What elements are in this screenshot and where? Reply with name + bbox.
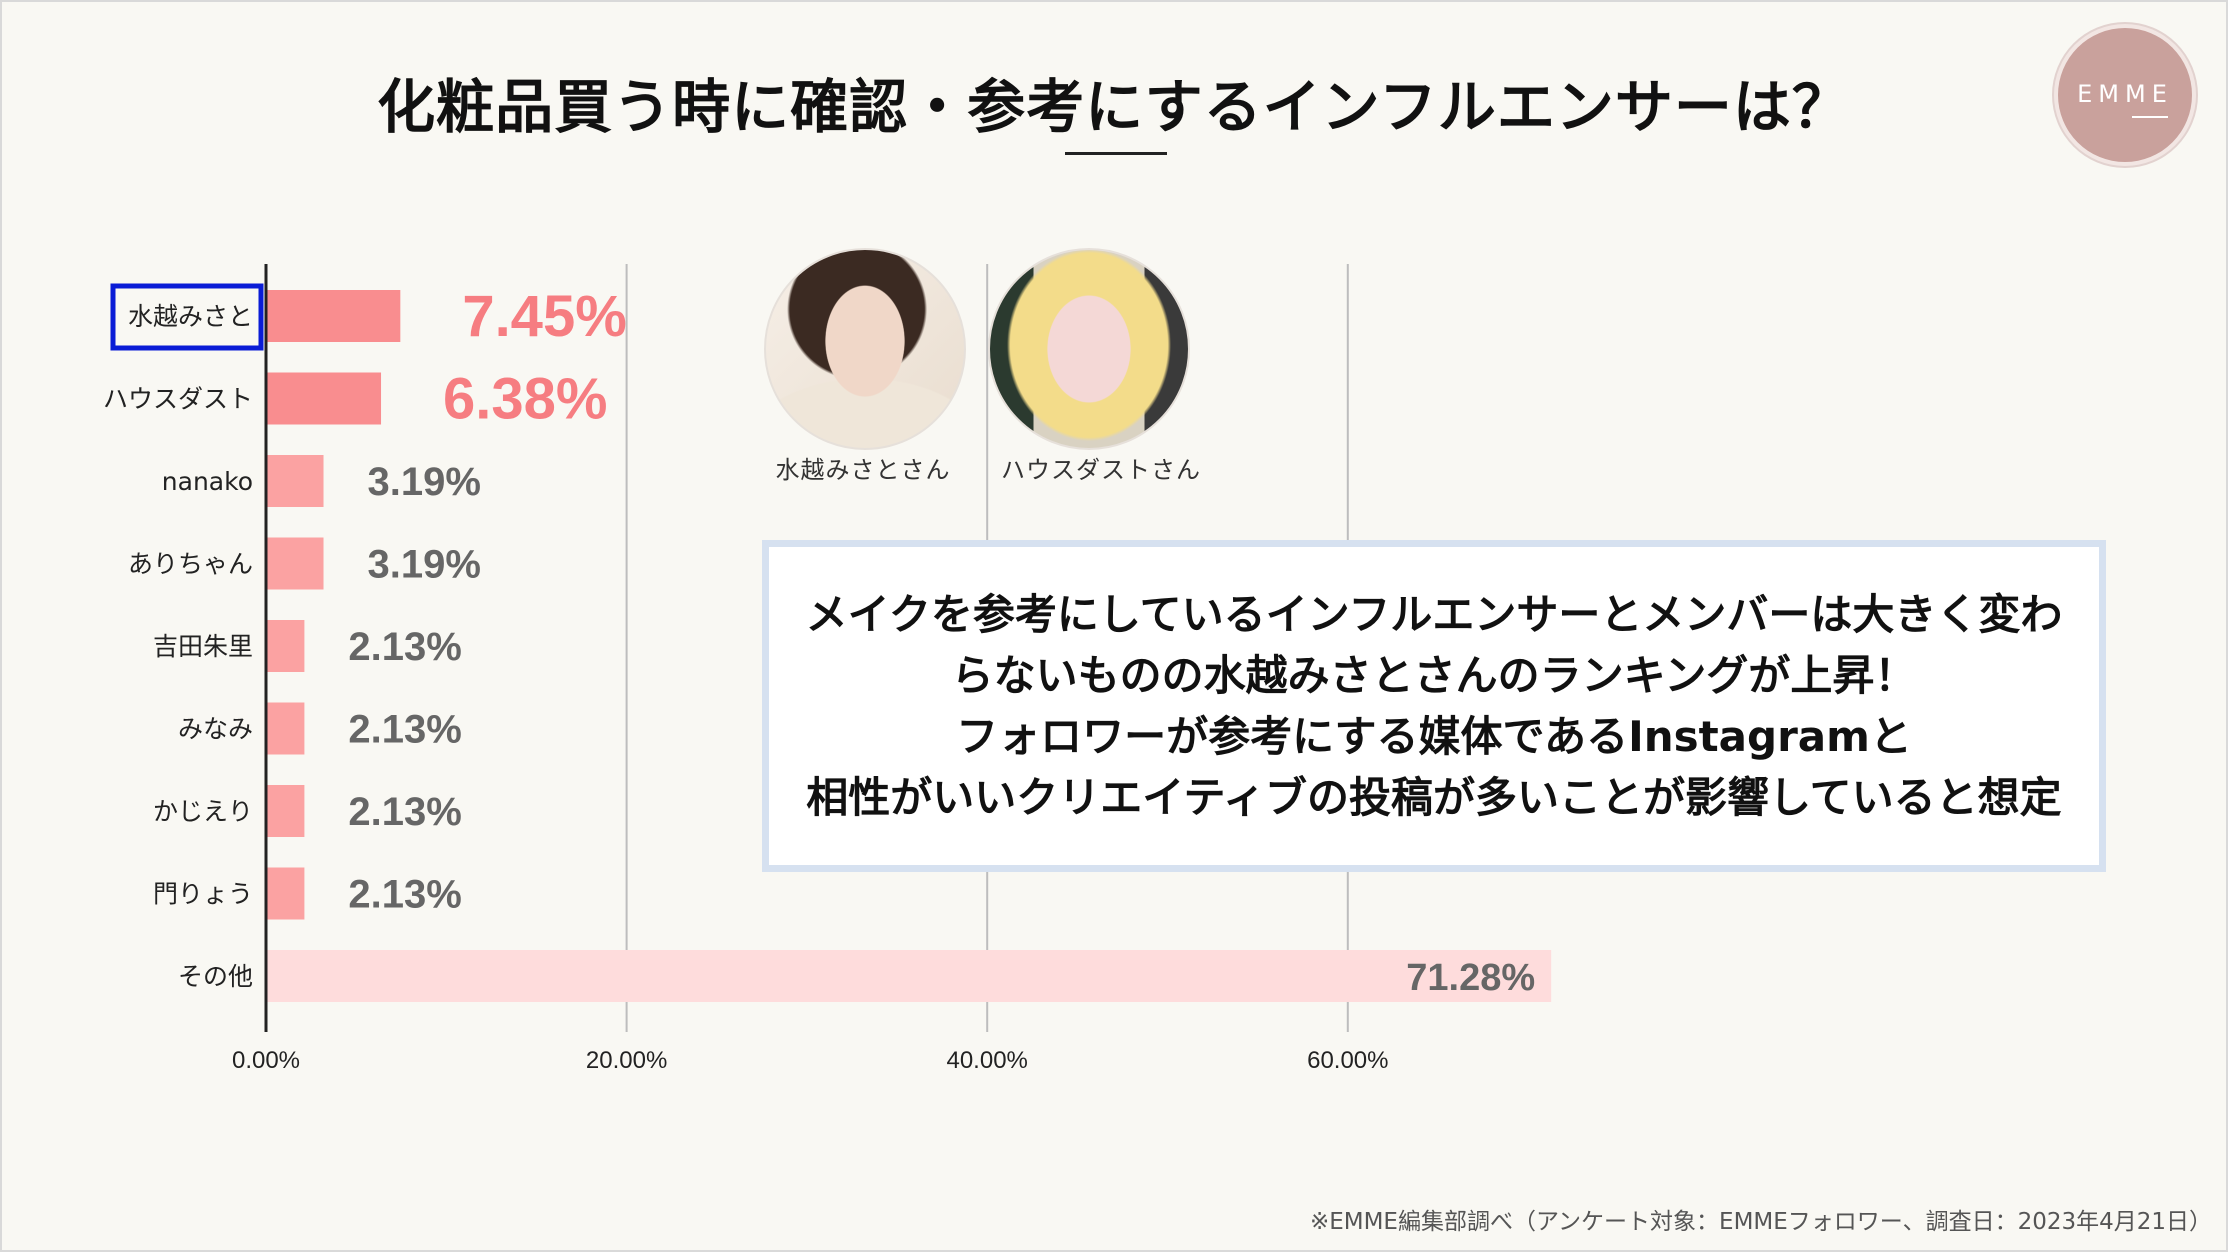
value-label: 7.45%	[462, 284, 626, 349]
category-label: 吉田朱里	[153, 632, 253, 661]
value-label: 6.38%	[443, 367, 607, 432]
callout-line: メイクを参考にしているインフルエンサーとメンバーは大きく変わ	[805, 590, 2063, 639]
logo-text: EMME	[2077, 80, 2173, 108]
value-label: 2.13%	[348, 873, 461, 917]
callout-box: メイクを参考にしているインフルエンサーとメンバーは大きく変わ らないものの水越み…	[762, 540, 2106, 872]
category-label: 門りょう	[153, 880, 253, 909]
bar	[266, 455, 324, 507]
value-label: 3.19%	[368, 460, 481, 504]
logo-underline	[2132, 116, 2168, 118]
avatar-mizukoshi-misato	[764, 248, 966, 450]
footnote: ※EMME編集部調べ（アンケート対象：EMMEフォロワー、調査日：2023年4月…	[1309, 1209, 2212, 1235]
avatar-house-dust	[988, 248, 1190, 450]
bar	[266, 867, 305, 920]
category-label: ハウスダスト	[103, 385, 253, 414]
category-label: かじえり	[153, 797, 253, 826]
highlight-box	[110, 283, 264, 351]
avatar-label: 水越みさとさん	[775, 456, 951, 484]
bar	[266, 785, 305, 837]
bar	[266, 702, 305, 755]
category-label: その他	[178, 962, 253, 991]
value-label: 2.13%	[348, 790, 461, 834]
category-label: ありちゃん	[128, 550, 253, 579]
callout-line: らないものの水越みさとさんのランキングが上昇！	[951, 651, 1917, 700]
value-label: 71.28%	[1406, 957, 1535, 999]
callout-line: 相性がいいクリエイティブの投稿が多いことが影響していると想定	[806, 773, 2062, 822]
callout-text: メイクを参考にしているインフルエンサーとメンバーは大きく変わ らないものの水越み…	[806, 584, 2063, 828]
category-label: 水越みさと	[128, 302, 253, 331]
value-label: 3.19%	[368, 543, 481, 587]
avatar-label: ハウスダストさん	[1001, 456, 1201, 484]
callout-line: フォロワーが参考にする媒体であるInstagramと	[956, 712, 1912, 761]
bar	[266, 537, 324, 590]
bar	[266, 950, 1552, 1002]
x-tick-label: 20.00%	[586, 1047, 667, 1074]
category-label: nanako	[162, 467, 253, 496]
bar	[266, 620, 305, 672]
bar	[266, 290, 401, 342]
x-tick-label: 60.00%	[1307, 1047, 1388, 1074]
emme-logo: EMME	[2058, 28, 2192, 162]
bar	[266, 372, 382, 425]
category-label: みなみ	[178, 715, 253, 744]
x-tick-label: 40.00%	[946, 1047, 1027, 1074]
title-underline	[1065, 152, 1167, 155]
x-tick-label: 0.00%	[232, 1047, 300, 1074]
value-label: 2.13%	[348, 625, 461, 669]
page-title: 化粧品買う時に確認・参考にするインフルエンサーは？	[377, 73, 1851, 141]
value-label: 2.13%	[348, 708, 461, 752]
